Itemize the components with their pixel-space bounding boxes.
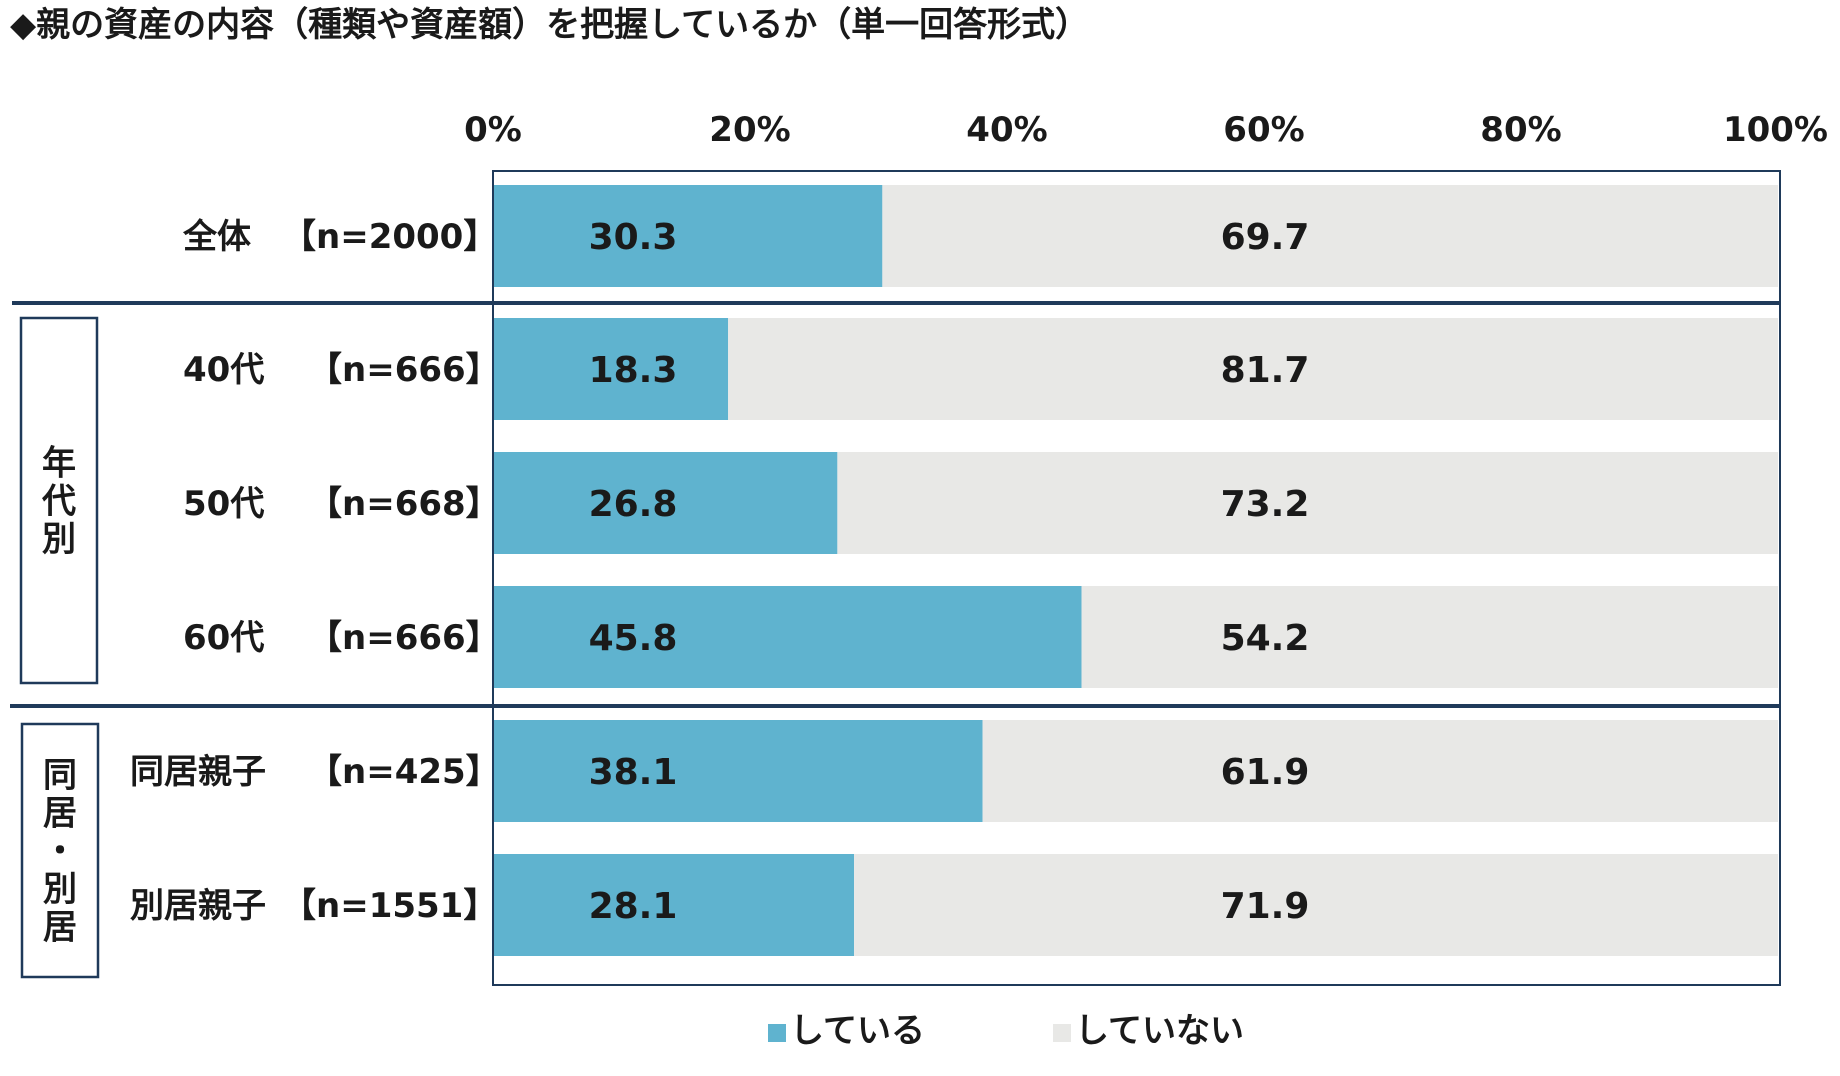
bar-segment-shiteiru — [493, 452, 838, 554]
row-label-name: 60代 — [183, 618, 264, 658]
bar-segment-shiteinai — [728, 318, 1778, 420]
row-label-n: 【n=1551】 — [282, 886, 497, 926]
data-label: 69.7 — [1221, 217, 1310, 258]
row-label-name: 別居親子 — [130, 886, 266, 926]
row-label-n: 【n=666】 — [308, 350, 500, 390]
row-label-name: 全体 — [182, 217, 251, 257]
bar-segment-shiteinai — [982, 720, 1778, 822]
group-label-char: 別 — [43, 870, 77, 910]
group-label-box — [20, 722, 100, 979]
group-label-char: 居 — [43, 794, 77, 834]
group-label-char: ・ — [43, 832, 77, 872]
row-label-n: 【n=666】 — [308, 618, 500, 658]
bar-segment-shiteiru — [493, 720, 983, 822]
group-label-char: 別 — [42, 520, 76, 560]
group-label-char: 代 — [41, 482, 76, 522]
data-label: 73.2 — [1221, 484, 1310, 525]
x-tick-label: 100% — [1723, 110, 1828, 150]
bar-segment-shiteiru — [493, 854, 855, 956]
x-tick-label: 80% — [1480, 110, 1561, 150]
bar-segment-shiteinai — [837, 452, 1778, 554]
data-label: 45.8 — [589, 618, 678, 659]
legend-swatch — [1053, 1024, 1071, 1042]
plot-frame — [492, 170, 1781, 986]
bar-segment-shiteinai — [1081, 586, 1778, 688]
legend-label: していない — [1075, 1011, 1244, 1051]
bar-segment-shiteinai — [882, 185, 1778, 287]
chart-title: ◆親の資産の内容（種類や資産額）を把握しているか（単一回答形式） — [10, 5, 1089, 45]
bar-segment-shiteiru — [493, 185, 883, 287]
data-label: 38.1 — [589, 752, 678, 793]
data-label: 71.9 — [1221, 886, 1310, 927]
data-label: 61.9 — [1221, 752, 1310, 793]
bar-segment-shiteinai — [854, 854, 1778, 956]
group-label-char: 同 — [43, 756, 77, 796]
data-label: 28.1 — [589, 886, 678, 927]
legend-label: している — [790, 1011, 925, 1051]
data-label: 81.7 — [1221, 350, 1310, 391]
group-label-box — [19, 316, 99, 685]
x-tick-label: 0% — [464, 110, 522, 150]
data-label: 30.3 — [589, 217, 678, 258]
x-tick-label: 20% — [709, 110, 790, 150]
group-label-char: 居 — [43, 908, 77, 948]
row-label-name: 50代 — [183, 484, 264, 524]
x-tick-label: 60% — [1223, 110, 1304, 150]
legend-swatch — [768, 1024, 786, 1042]
row-label-n: 【n=2000】 — [282, 217, 497, 257]
bar-segment-shiteiru — [493, 586, 1082, 688]
row-label-n: 【n=668】 — [308, 484, 500, 524]
data-label: 26.8 — [589, 484, 678, 525]
row-label-name: 40代 — [183, 350, 264, 390]
data-label: 18.3 — [589, 350, 678, 391]
row-label-n: 【n=425】 — [308, 752, 500, 792]
row-label-name: 同居親子 — [130, 752, 266, 792]
group-label-char: 年 — [42, 444, 76, 484]
data-label: 54.2 — [1221, 618, 1310, 659]
bar-segment-shiteiru — [493, 318, 729, 420]
x-tick-label: 40% — [966, 110, 1047, 150]
